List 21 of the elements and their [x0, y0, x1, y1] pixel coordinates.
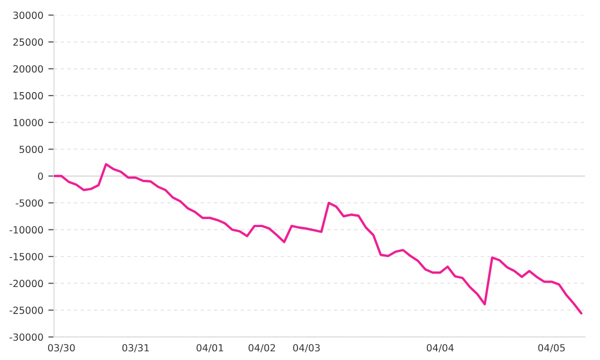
x-tick-label: 04/05 [538, 344, 565, 352]
y-tick-label: -20000 [10, 280, 43, 288]
x-tick-label: 04/03 [293, 344, 320, 352]
y-tick-label: -30000 [10, 333, 43, 341]
y-tick-label: -25000 [10, 306, 43, 314]
y-tick-label: 5000 [20, 146, 43, 154]
y-tick-label: 30000 [13, 12, 43, 19]
x-tick-label: 04/02 [248, 344, 275, 352]
y-tick-label: -10000 [10, 226, 43, 234]
y-tick-label: -15000 [10, 252, 43, 260]
y-tick-label: 25000 [13, 38, 43, 46]
y-tick-label: 15000 [14, 92, 43, 100]
y-tick-label: -5000 [16, 199, 43, 207]
x-tick-label: 03/31 [122, 344, 149, 352]
y-tick-label: 0 [38, 172, 43, 180]
line-series [54, 163, 582, 314]
x-tick-label: 04/01 [196, 344, 224, 352]
y-tick-label: 20000 [13, 65, 43, 73]
x-tick-label: 03/30 [48, 344, 75, 352]
x-tick-label: 04/04 [426, 344, 454, 352]
y-tick-label: 10000 [14, 118, 43, 126]
